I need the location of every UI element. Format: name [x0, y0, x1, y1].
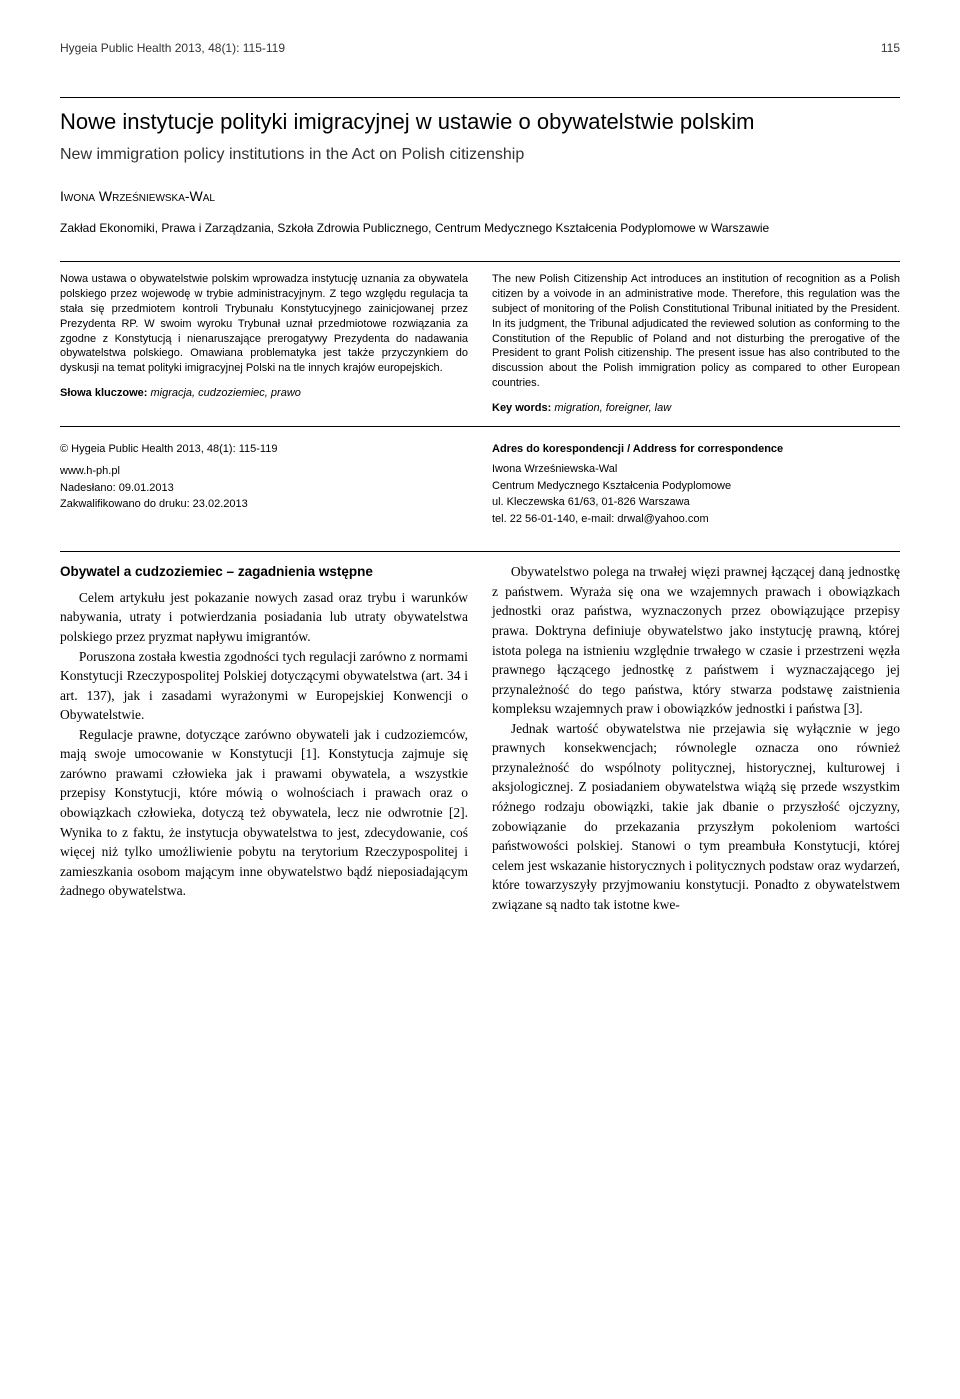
article-body: Obywatel a cudzoziemiec – zagadnienia ws…: [60, 562, 900, 914]
journal-url: www.h-ph.pl: [60, 463, 468, 480]
correspondence-name: Iwona Wrześniewska-Wal: [492, 461, 900, 478]
correspondence-heading: Adres do korespondencji / Address for co…: [492, 441, 900, 458]
author-name: Iwona Wrześniewska-Wal: [60, 187, 900, 207]
keywords-pl: Słowa kluczowe: migracja, cudzoziemiec, …: [60, 386, 468, 401]
date-received: Nadesłano: 09.01.2013: [60, 480, 468, 497]
abstract-en: The new Polish Citizenship Act introduce…: [492, 272, 900, 416]
keywords-pl-label: Słowa kluczowe:: [60, 387, 147, 399]
article-title-pl: Nowe instytucje polityki imigracyjnej w …: [60, 108, 900, 137]
rule-above-abstract: [60, 261, 900, 262]
correspondence-institution: Centrum Medycznego Kształcenia Podyplomo…: [492, 478, 900, 495]
body-paragraph: Regulacje prawne, dotyczące zarówno obyw…: [60, 725, 468, 901]
page-number: 115: [881, 40, 900, 57]
abstract-pl: Nowa ustawa o obywatelstwie polskim wpro…: [60, 272, 468, 416]
meta-row: © Hygeia Public Health 2013, 48(1): 115-…: [60, 441, 900, 528]
rule-top: [60, 97, 900, 98]
abstract-pl-text: Nowa ustawa o obywatelstwie polskim wpro…: [60, 272, 468, 376]
keywords-en-label: Key words:: [492, 402, 551, 414]
abstract-row: Nowa ustawa o obywatelstwie polskim wpro…: [60, 272, 900, 416]
abstract-en-text: The new Polish Citizenship Act introduce…: [492, 272, 900, 391]
running-head-left: Hygeia Public Health 2013, 48(1): 115-11…: [60, 40, 285, 57]
rule-below-abstract: [60, 426, 900, 427]
meta-left: © Hygeia Public Health 2013, 48(1): 115-…: [60, 441, 468, 528]
body-paragraph: Poruszona została kwestia zgodności tych…: [60, 647, 468, 725]
correspondence-street: ul. Kleczewska 61/63, 01-826 Warszawa: [492, 494, 900, 511]
section-heading: Obywatel a cudzoziemiec – zagadnienia ws…: [60, 562, 468, 582]
article-title-en: New immigration policy institutions in t…: [60, 144, 900, 166]
body-paragraph: Jednak wartość obywatelstwa nie przejawi…: [492, 719, 900, 915]
keywords-en-text: migration, foreigner, law: [554, 402, 671, 414]
meta-right: Adres do korespondencji / Address for co…: [492, 441, 900, 528]
body-paragraph: Celem artykułu jest pokazanie nowych zas…: [60, 588, 468, 647]
date-accepted: Zakwalifikowano do druku: 23.02.2013: [60, 496, 468, 513]
correspondence-contact: tel. 22 56-01-140, e-mail: drwal@yahoo.c…: [492, 511, 900, 528]
keywords-en: Key words: migration, foreigner, law: [492, 401, 900, 416]
body-paragraph: Obywatelstwo polega na trwałej więzi pra…: [492, 562, 900, 719]
keywords-pl-text: migracja, cudzoziemiec, prawo: [150, 387, 300, 399]
author-affiliation: Zakład Ekonomiki, Prawa i Zarządzania, S…: [60, 220, 900, 237]
running-head: Hygeia Public Health 2013, 48(1): 115-11…: [60, 40, 900, 57]
citation: © Hygeia Public Health 2013, 48(1): 115-…: [60, 441, 468, 458]
rule-above-body: [60, 551, 900, 552]
